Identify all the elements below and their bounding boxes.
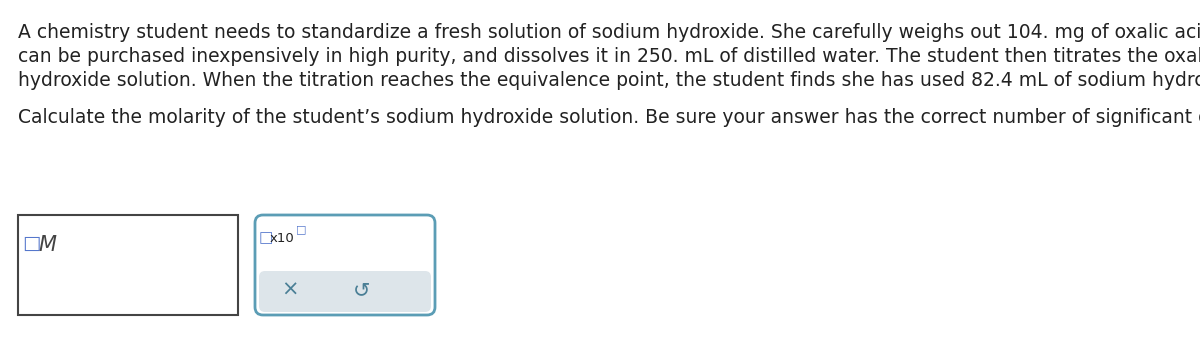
Text: □: □ bbox=[259, 231, 274, 245]
FancyBboxPatch shape bbox=[254, 215, 434, 315]
Text: ×: × bbox=[281, 280, 299, 300]
Text: M: M bbox=[38, 235, 56, 255]
FancyBboxPatch shape bbox=[259, 271, 431, 312]
Text: can be purchased inexpensively in high purity, and dissolves it in 250. mL of di: can be purchased inexpensively in high p… bbox=[18, 47, 1200, 66]
Text: hydroxide solution. When the titration reaches the equivalence point, the studen: hydroxide solution. When the titration r… bbox=[18, 71, 1200, 90]
Text: □: □ bbox=[22, 233, 41, 252]
Text: x10: x10 bbox=[270, 233, 295, 245]
Text: Calculate the molarity of the student’s sodium hydroxide solution. Be sure your : Calculate the molarity of the student’s … bbox=[18, 108, 1200, 127]
Text: □: □ bbox=[296, 224, 306, 234]
Text: A chemistry student needs to standardize a fresh solution of sodium hydroxide. S: A chemistry student needs to standardize… bbox=[18, 23, 1200, 42]
Bar bbox=[18, 215, 238, 315]
Text: ↺: ↺ bbox=[353, 280, 371, 300]
